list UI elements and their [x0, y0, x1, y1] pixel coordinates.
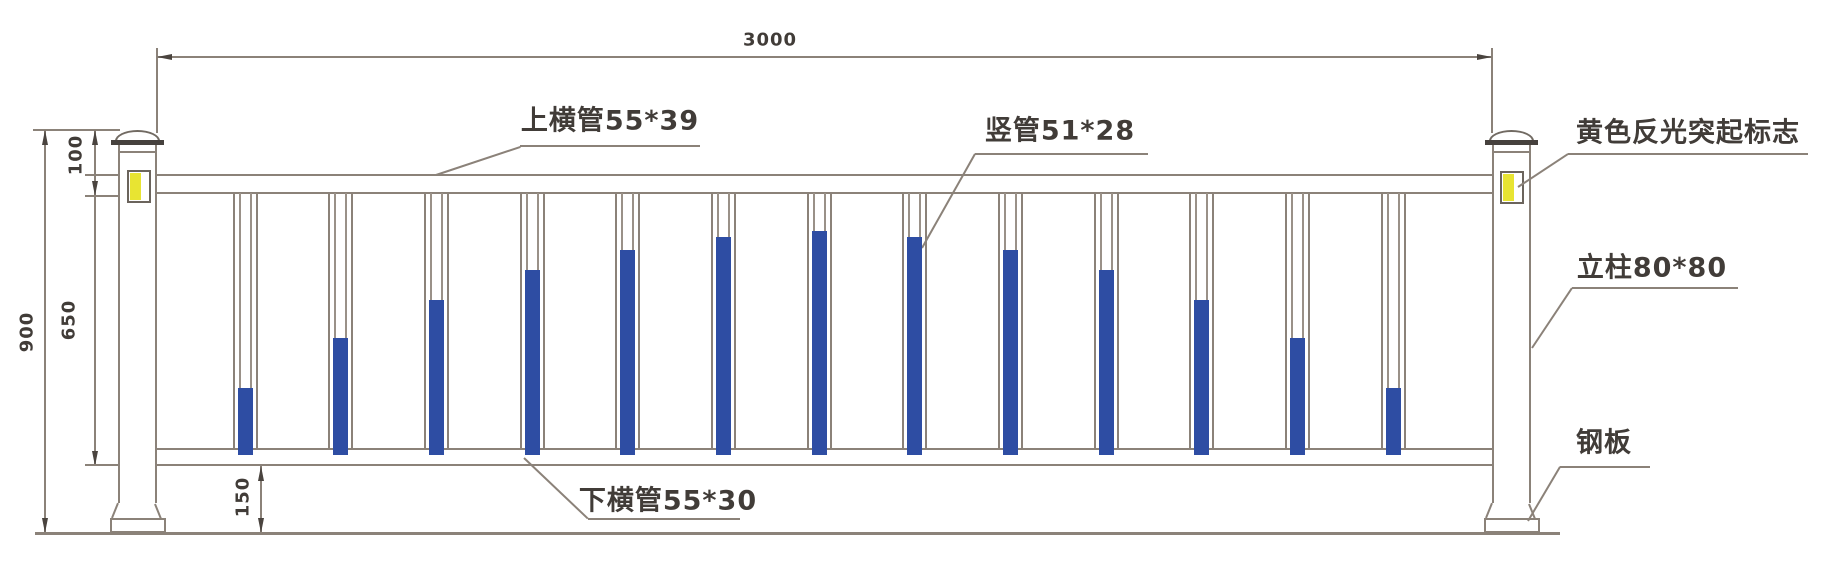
- tube-blue-infill: [1194, 300, 1210, 455]
- tube-blue-infill: [1002, 250, 1018, 455]
- left-post-flare-right: [154, 503, 162, 520]
- top-rail-leader-underline: [520, 145, 700, 147]
- dim-150-arrow-top: [257, 466, 264, 481]
- tube-blue-infill: [333, 338, 349, 455]
- vertical-tube-leader-line: [921, 153, 976, 249]
- tube-channel: [621, 193, 635, 250]
- base-plate-label: 钢板: [1576, 427, 1632, 459]
- right-reflector: [1500, 171, 1524, 204]
- dim-100-text: 100: [65, 134, 87, 176]
- tube-channel: [716, 193, 730, 237]
- right-post-cap-brim: [1485, 140, 1538, 145]
- tube-blue-infill: [1098, 270, 1114, 455]
- bottom-rail-label: 下横管55*30: [578, 485, 758, 517]
- span-arrow-left: [157, 53, 172, 60]
- tube-channel: [1195, 193, 1209, 300]
- tube-channel: [525, 193, 539, 270]
- dim-150-line: [260, 466, 262, 533]
- tube-channel: [1386, 193, 1400, 388]
- tube-channel: [1099, 193, 1113, 270]
- post-label: 立柱80*80: [1576, 252, 1728, 284]
- left-post-flare-left: [111, 502, 119, 519]
- right-reflector-yellow: [1503, 174, 1514, 201]
- dim-100-line: [94, 130, 96, 196]
- left-post-neck-line: [118, 151, 157, 153]
- post-leader-line: [1531, 287, 1573, 349]
- tube-channel: [1003, 193, 1017, 250]
- tube-blue-infill: [1289, 338, 1305, 455]
- tube-channel: [908, 193, 922, 237]
- base-plate-leader-line: [1527, 466, 1561, 522]
- top-rail-label: 上横管55*39: [520, 105, 700, 137]
- right-post-neck-line: [1492, 151, 1531, 153]
- bottom-rail-lower-line: [85, 464, 1492, 466]
- vertical-tube: [902, 193, 928, 455]
- dim-100-arrow-bottom: [91, 181, 98, 196]
- vertical-tube: [423, 193, 449, 455]
- span-extension-left: [156, 48, 158, 133]
- span-arrow-right: [1477, 53, 1492, 60]
- tube-blue-infill: [237, 388, 253, 455]
- span-extension-right: [1491, 48, 1493, 133]
- vertical-tube-label: 竖管51*28: [984, 115, 1136, 147]
- vertical-tube: [1093, 193, 1119, 455]
- reflector-leader-underline: [1568, 153, 1808, 155]
- tube-channel: [429, 193, 443, 300]
- tube-blue-infill: [428, 300, 444, 455]
- bottom-rail-leader-underline: [588, 518, 740, 520]
- top-rail-leader-line: [435, 145, 521, 176]
- tube-blue-infill: [620, 250, 636, 455]
- span-dimension-text: 3000: [742, 29, 798, 51]
- post-leader-underline: [1572, 287, 1738, 289]
- dim-900-line: [44, 130, 46, 533]
- vertical-tube: [997, 193, 1023, 455]
- vertical-tube: [1189, 193, 1215, 455]
- tube-channel: [1290, 193, 1304, 338]
- dim-900-arrow-top: [41, 130, 48, 145]
- tube-channel: [812, 193, 826, 231]
- left-post-cap-brim: [111, 140, 164, 145]
- left-post: [118, 145, 157, 503]
- tube-blue-infill: [715, 237, 731, 455]
- vertical-tube: [232, 193, 258, 455]
- vertical-tube: [1380, 193, 1406, 455]
- dim-650-text: 650: [58, 299, 80, 341]
- vertical-tube: [328, 193, 354, 455]
- left-post-base-plate: [110, 518, 166, 533]
- tube-channel: [334, 193, 348, 338]
- span-dimension-line: [157, 56, 1492, 58]
- dim-100-tick: [85, 195, 122, 197]
- vertical-tube: [519, 193, 545, 455]
- right-post-base-plate: [1484, 518, 1540, 533]
- left-reflector-yellow: [130, 173, 141, 200]
- dim-150-arrow-bottom: [257, 518, 264, 533]
- vertical-tube-leader-underline: [975, 153, 1148, 155]
- dim-100-arrow-top: [91, 130, 98, 145]
- vertical-tube: [1284, 193, 1310, 455]
- top-rail-upper-line: [85, 174, 1492, 176]
- vertical-tube: [806, 193, 832, 455]
- right-post-flare-left: [1485, 502, 1493, 519]
- base-plate-leader-underline: [1560, 466, 1650, 468]
- dim-150-text: 150: [232, 476, 254, 518]
- tube-blue-infill: [811, 231, 827, 455]
- dim-900-arrow-bottom: [41, 518, 48, 533]
- tube-channel: [238, 193, 252, 388]
- reflector-label: 黄色反光突起标志: [1576, 117, 1800, 149]
- dim-650-arrow-bottom: [91, 451, 98, 466]
- right-post: [1492, 145, 1531, 503]
- left-reflector: [127, 170, 151, 203]
- dim-650-line: [94, 196, 96, 466]
- tube-blue-infill: [1385, 388, 1401, 455]
- vertical-tube: [615, 193, 641, 455]
- ground-line: [35, 532, 1560, 535]
- dim-900-text: 900: [16, 311, 38, 353]
- tube-blue-infill: [524, 270, 540, 455]
- vertical-tube: [710, 193, 736, 455]
- height-extension-top: [33, 129, 120, 131]
- tube-blue-infill: [907, 237, 923, 455]
